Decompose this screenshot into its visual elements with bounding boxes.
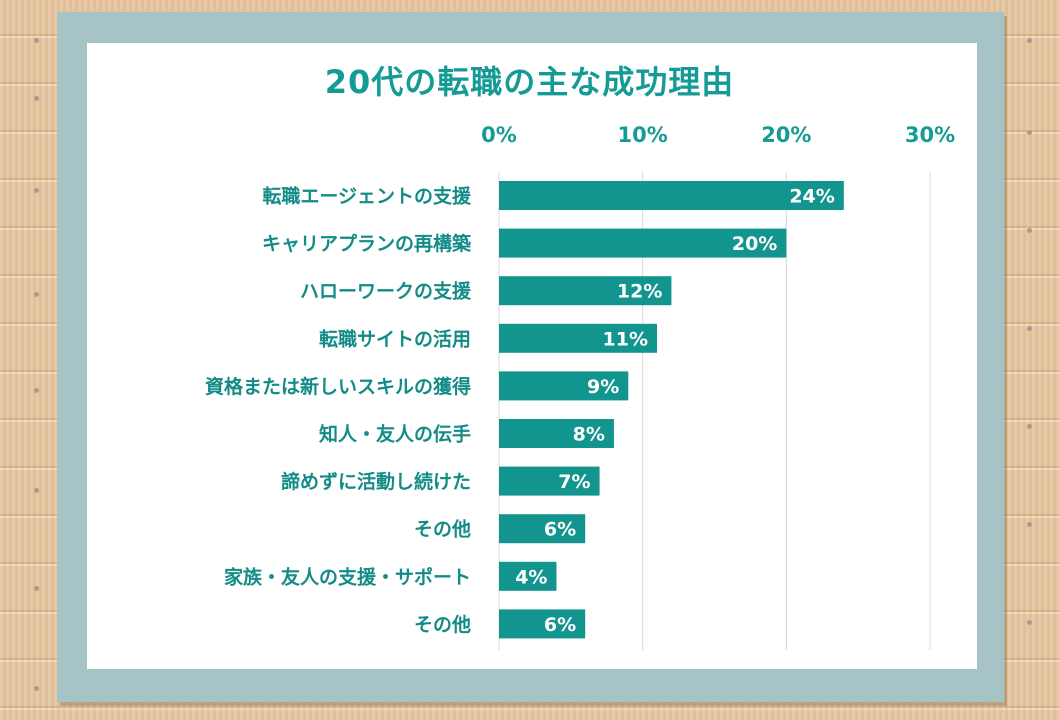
nail-icon bbox=[1027, 130, 1032, 135]
bar bbox=[499, 514, 586, 544]
category-label: 知人・友人の伝手 bbox=[319, 423, 471, 446]
nail-icon bbox=[1027, 522, 1032, 527]
nail-icon bbox=[1027, 620, 1032, 625]
data-label: 9% bbox=[587, 376, 619, 398]
bar bbox=[499, 561, 557, 591]
category-label: 家族・友人の支援・サポート bbox=[224, 565, 471, 588]
nail-icon bbox=[1027, 424, 1032, 429]
category-label: その他 bbox=[414, 518, 471, 541]
category-label: 資格または新しいスキルの獲得 bbox=[205, 375, 471, 398]
data-label: 6% bbox=[544, 614, 576, 636]
nail-icon bbox=[34, 586, 39, 591]
bar bbox=[499, 228, 787, 258]
nail-icon bbox=[34, 38, 39, 43]
data-label: 24% bbox=[789, 186, 834, 208]
nail-icon bbox=[1027, 38, 1032, 43]
bar bbox=[499, 276, 672, 306]
bar bbox=[499, 466, 600, 496]
chart-title: 20代の転職の主な成功理由 bbox=[324, 63, 735, 101]
bar bbox=[499, 323, 658, 353]
data-label: 6% bbox=[544, 519, 576, 541]
nail-icon bbox=[1027, 228, 1032, 233]
x-tick-label: 30% bbox=[905, 123, 955, 147]
bar bbox=[499, 371, 629, 401]
nail-icon bbox=[34, 488, 39, 493]
x-tick-label: 10% bbox=[618, 123, 668, 147]
bar bbox=[499, 609, 586, 639]
category-label: 諦めずに活動し続けた bbox=[281, 470, 471, 493]
x-tick-label: 20% bbox=[761, 123, 811, 147]
nail-icon bbox=[34, 188, 39, 193]
nail-icon bbox=[34, 686, 39, 691]
nail-icon bbox=[34, 96, 39, 101]
nail-icon bbox=[1027, 326, 1032, 331]
data-label: 11% bbox=[603, 328, 648, 350]
data-label: 8% bbox=[573, 424, 605, 446]
data-label: 7% bbox=[558, 471, 590, 493]
data-label: 12% bbox=[617, 281, 662, 303]
nail-icon bbox=[34, 292, 39, 297]
data-label: 4% bbox=[515, 566, 547, 588]
category-label: その他 bbox=[414, 613, 471, 636]
category-label: 転職サイトの活用 bbox=[319, 327, 471, 350]
nail-icon bbox=[34, 388, 39, 393]
bar bbox=[499, 181, 844, 210]
bar bbox=[499, 419, 614, 448]
category-label: 転職エージェントの支援 bbox=[262, 185, 472, 208]
x-tick-label: 0% bbox=[481, 123, 517, 147]
category-label: ハローワークの支援 bbox=[300, 280, 472, 303]
category-label: キャリアプランの再構築 bbox=[262, 232, 472, 255]
data-label: 20% bbox=[732, 233, 777, 255]
